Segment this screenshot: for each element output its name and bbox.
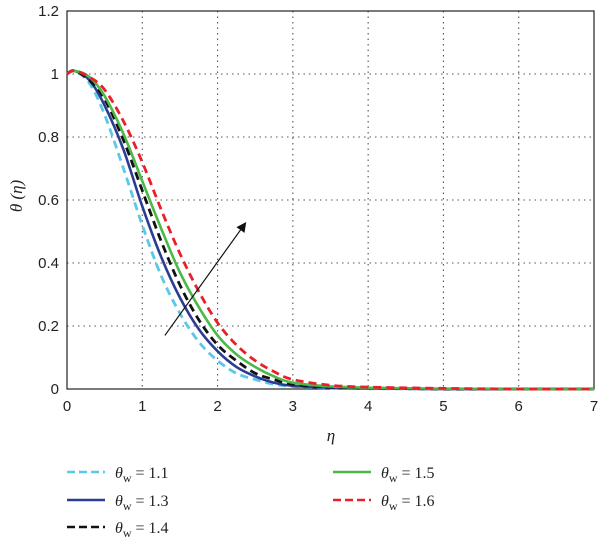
x-tick-label: 2 — [213, 398, 221, 415]
x-tick-label: 4 — [364, 398, 372, 415]
y-tick-label: 0.6 — [38, 192, 59, 209]
annotation-arrow — [164, 221, 247, 336]
legend-label: θw = 1.6 — [381, 493, 435, 513]
legend-label: θw = 1.3 — [115, 493, 169, 513]
x-tick-label: 1 — [138, 398, 146, 415]
series-line-4 — [66, 69, 595, 391]
x-tick-label: 0 — [63, 398, 71, 415]
x-tick-label: 6 — [515, 398, 523, 415]
tick-labels: 0 1 2 3 4 5 6 7 0 0.2 0.4 0.6 0.8 1 1.2 — [38, 3, 598, 415]
y-tick-label: 0.4 — [38, 255, 59, 272]
x-axis-label: η — [327, 426, 335, 445]
series-lines — [66, 69, 595, 391]
legend-label: θw = 1.5 — [381, 465, 435, 485]
series-line-3 — [66, 69, 594, 391]
y-tick-label: 0 — [51, 381, 59, 398]
y-axis-label: θ (η) — [7, 179, 26, 212]
series-line-1 — [66, 69, 594, 391]
x-tick-label: 3 — [289, 398, 297, 415]
y-tick-label: 1 — [51, 66, 59, 83]
legend: θw = 1.1 θw = 1.3 θw = 1.4 θw = 1.5 θw = 1.6 — [67, 465, 435, 540]
legend-label: θw = 1.4 — [115, 520, 169, 540]
legend-label: θw = 1.1 — [115, 465, 169, 485]
y-tick-label: 0.8 — [38, 129, 59, 146]
y-tick-label: 1.2 — [38, 3, 59, 20]
x-tick-label: 5 — [439, 398, 447, 415]
trend-arrow — [164, 221, 247, 336]
series-line-5 — [66, 69, 595, 391]
series-line-2 — [66, 69, 594, 391]
x-tick-label: 7 — [590, 398, 598, 415]
y-tick-label: 0.2 — [38, 318, 59, 335]
